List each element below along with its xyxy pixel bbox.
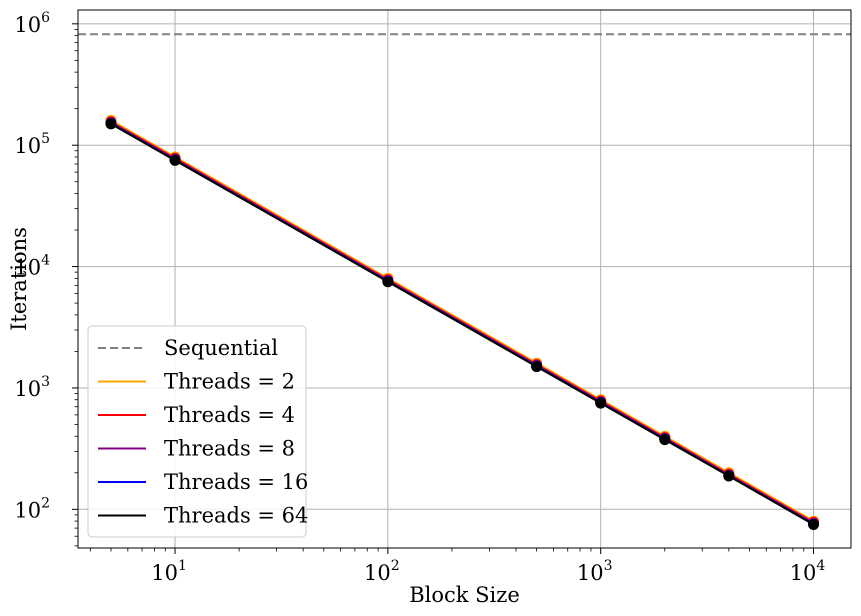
- legend-label: Threads = 16: [164, 470, 308, 494]
- x-tick-label: 102: [364, 558, 400, 585]
- x-tick-label: 101: [151, 558, 187, 585]
- minor-ticks: [74, 28, 805, 552]
- legend-label: Threads = 8: [164, 437, 295, 461]
- y-tick-exponent: 2: [41, 495, 50, 511]
- data-point-threads-64: [531, 361, 543, 373]
- y-tick-base: 10: [14, 256, 41, 280]
- y-tick-base: 10: [14, 13, 41, 37]
- legend-label: Threads = 64: [164, 504, 308, 528]
- x-tick-exponent: 4: [816, 558, 825, 574]
- y-tick-base: 10: [14, 377, 41, 401]
- x-tick-exponent: 3: [604, 558, 613, 574]
- x-axis-ticks: 101 102 103 104: [151, 548, 825, 585]
- x-tick-base: 10: [577, 561, 604, 585]
- series-line-threads-2: [110, 119, 815, 522]
- x-axis-title: Block Size: [409, 583, 520, 607]
- x-tick-base: 10: [151, 561, 178, 585]
- legend-label: Threads = 4: [164, 403, 295, 427]
- legend-box: [87, 325, 307, 538]
- series-layer: [78, 33, 851, 530]
- x-tick-base: 10: [790, 561, 817, 585]
- y-tick-exponent: 4: [41, 253, 50, 269]
- y-tick-exponent: 5: [41, 131, 50, 147]
- x-tick-label: 103: [577, 558, 613, 585]
- y-tick-label: 105: [14, 131, 50, 158]
- data-point-threads-64: [595, 397, 607, 409]
- x-tick-exponent: 2: [391, 558, 400, 574]
- series-line-threads-64: [110, 122, 815, 526]
- y-tick-base: 10: [14, 498, 41, 522]
- y-tick-exponent: 6: [41, 10, 50, 26]
- y-tick-label: 102: [14, 495, 50, 522]
- y-tick-label: 106: [14, 10, 50, 37]
- y-tick-exponent: 3: [41, 374, 50, 390]
- data-point-threads-64: [723, 470, 735, 482]
- legend-label: Sequential: [164, 336, 278, 360]
- y-tick-label: 104: [14, 253, 50, 280]
- data-point-threads-64: [659, 434, 671, 446]
- data-point-threads-64: [382, 276, 394, 288]
- data-point-threads-64: [808, 518, 820, 530]
- legend: Sequential Threads = 2 Threads = 4 Threads …: [87, 325, 308, 538]
- y-axis-title: Iterations: [7, 227, 31, 331]
- data-point-threads-64: [105, 118, 117, 130]
- y-tick-label: 103: [14, 374, 50, 401]
- y-tick-base: 10: [14, 134, 41, 158]
- x-tick-exponent: 1: [178, 558, 187, 574]
- legend-label: Threads = 2: [164, 370, 295, 394]
- data-point-threads-64: [169, 154, 181, 166]
- x-tick-base: 10: [364, 561, 391, 585]
- x-tick-label: 104: [790, 558, 826, 585]
- plot-frame: [77, 9, 852, 549]
